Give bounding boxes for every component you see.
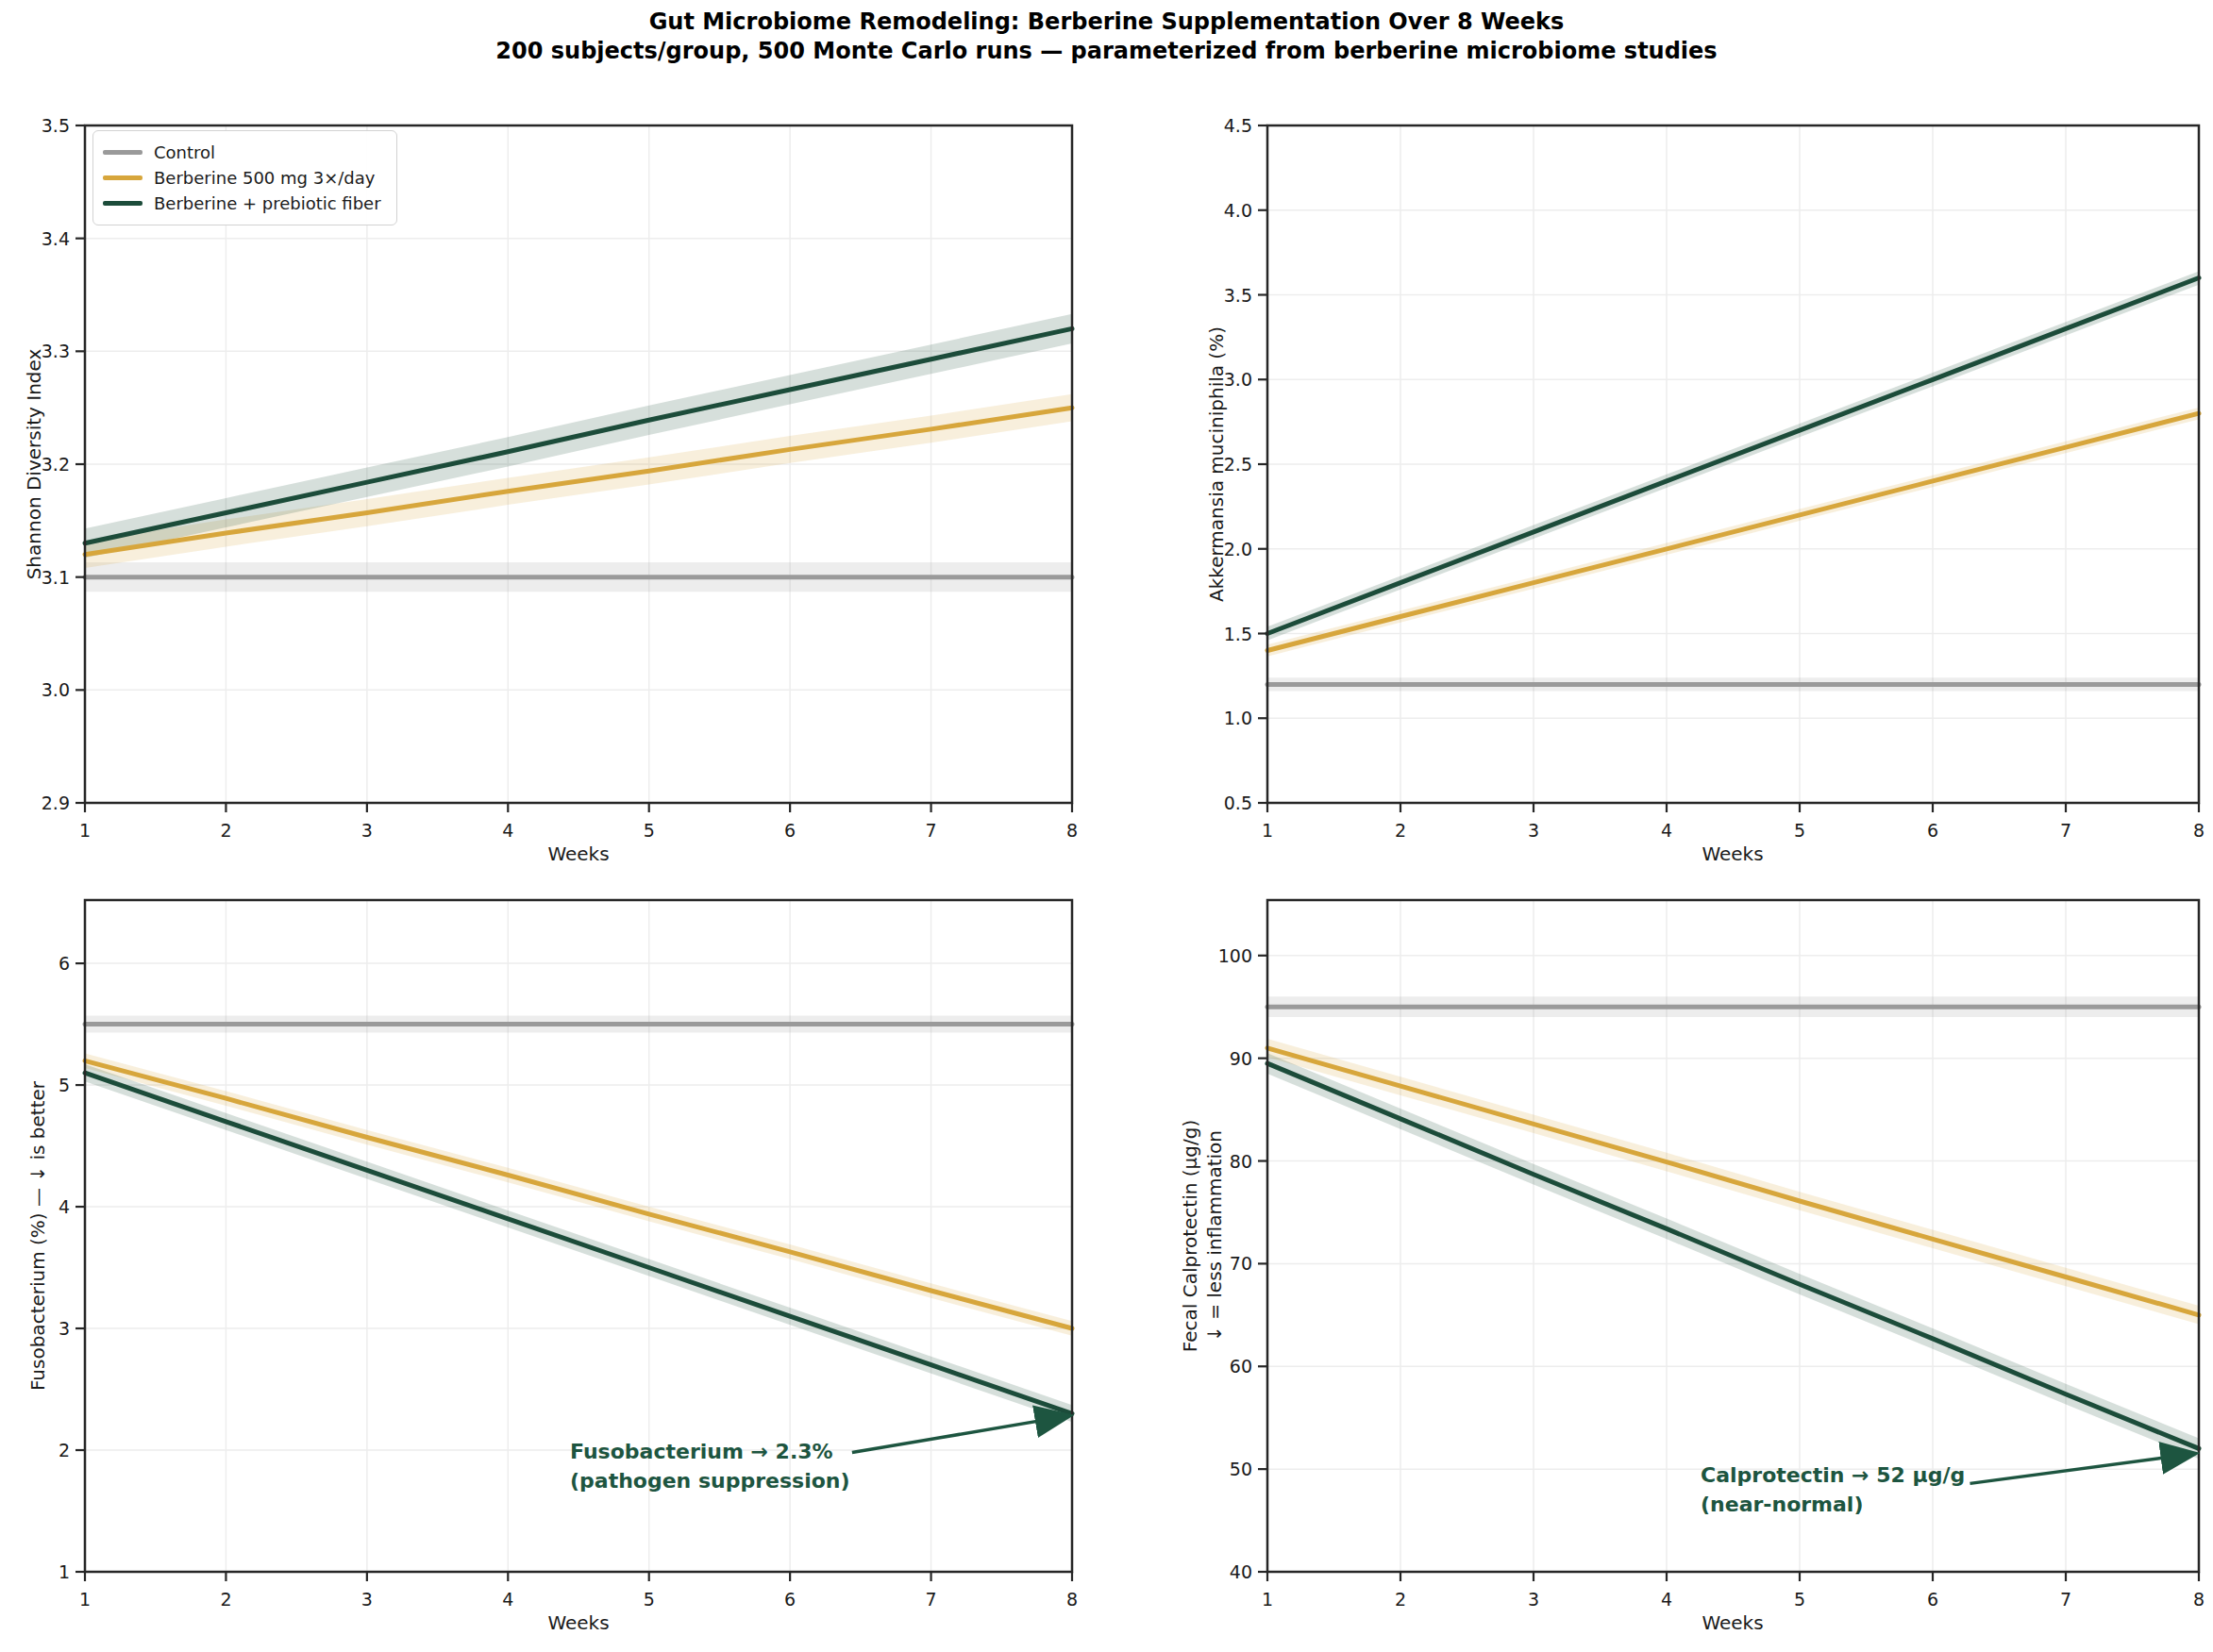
y-tick-label: 2 bbox=[59, 1440, 70, 1460]
x-tick-label: 7 bbox=[2060, 1589, 2071, 1610]
ylabel-calprotectin-line1: Fecal Calprotectin (µg/g) bbox=[1178, 1120, 1202, 1352]
x-tick-label: 6 bbox=[1927, 820, 1938, 841]
y-tick-label: 1.0 bbox=[1224, 708, 1252, 728]
annotation-calprotectin-line1: Calprotectin → 52 µg/g bbox=[1701, 1460, 1965, 1490]
legend: Control Berberine 500 mg 3×/day Berberin… bbox=[92, 130, 397, 225]
x-tick-label: 1 bbox=[1262, 820, 1273, 841]
berberine-line-swatch bbox=[103, 175, 143, 180]
ylabel-shannon: Shannon Diversity Index bbox=[22, 349, 46, 580]
x-tick-label: 8 bbox=[2193, 820, 2205, 841]
annotation-fusobacterium-line1: Fusobacterium → 2.3% bbox=[570, 1437, 850, 1466]
x-tick-label: 4 bbox=[1661, 1589, 1672, 1610]
x-tick-label: 7 bbox=[2060, 820, 2071, 841]
legend-label-control: Control bbox=[154, 142, 215, 162]
annotation-fusobacterium-line2: (pathogen suppression) bbox=[570, 1466, 850, 1495]
x-tick-label: 5 bbox=[644, 820, 655, 841]
y-tick-label: 80 bbox=[1230, 1151, 1252, 1172]
y-tick-label: 0.5 bbox=[1224, 793, 1252, 813]
x-tick-label: 2 bbox=[1395, 820, 1406, 841]
x-tick-label: 3 bbox=[361, 820, 373, 841]
y-tick-label: 4.5 bbox=[1224, 115, 1252, 136]
legend-label-combo: Berberine + prebiotic fiber bbox=[154, 193, 381, 213]
y-tick-label: 3.5 bbox=[1224, 285, 1252, 306]
legend-label-berberine: Berberine 500 mg 3×/day bbox=[154, 168, 375, 188]
x-tick-label: 5 bbox=[1794, 820, 1805, 841]
y-tick-label: 1 bbox=[59, 1561, 70, 1582]
annotation-fusobacterium: Fusobacterium → 2.3% (pathogen suppressi… bbox=[570, 1437, 850, 1495]
ylabel-fusobacterium: Fusobacterium (%) — ↓ is better bbox=[25, 1081, 50, 1391]
x-tick-label: 7 bbox=[926, 1589, 937, 1610]
x-tick-label: 6 bbox=[784, 1589, 796, 1610]
xlabel-top-right: Weeks bbox=[1702, 843, 1763, 865]
y-tick-label: 60 bbox=[1230, 1356, 1252, 1377]
y-tick-label: 4.0 bbox=[1224, 200, 1252, 221]
x-tick-label: 6 bbox=[784, 820, 796, 841]
legend-item-combo: Berberine + prebiotic fiber bbox=[103, 191, 381, 216]
ylabel-akkermansia: Akkermansia muciniphila (%) bbox=[1204, 326, 1229, 602]
annotation-calprotectin-line2: (near-normal) bbox=[1701, 1490, 1965, 1519]
x-tick-label: 3 bbox=[361, 1589, 373, 1610]
y-tick-label: 3 bbox=[59, 1318, 70, 1339]
y-tick-label: 100 bbox=[1218, 945, 1252, 966]
figure-canvas: Gut Microbiome Remodeling: Berberine Sup… bbox=[0, 0, 2213, 1652]
panel-top-right: 123456780.51.01.52.02.53.03.54.04.5 bbox=[1224, 115, 2205, 841]
x-tick-label: 4 bbox=[502, 1589, 513, 1610]
y-tick-label: 5 bbox=[59, 1075, 70, 1095]
x-tick-label: 8 bbox=[1066, 820, 1078, 841]
legend-item-control: Control bbox=[103, 140, 381, 165]
x-tick-label: 5 bbox=[644, 1589, 655, 1610]
combo-line-swatch bbox=[103, 201, 143, 206]
y-tick-label: 3.5 bbox=[42, 115, 70, 136]
x-tick-label: 2 bbox=[220, 820, 231, 841]
series-line bbox=[1267, 1048, 2199, 1315]
xlabel-top-left: Weeks bbox=[547, 843, 609, 865]
x-tick-label: 2 bbox=[1395, 1589, 1406, 1610]
y-tick-label: 50 bbox=[1230, 1459, 1252, 1479]
y-tick-label: 1.5 bbox=[1224, 624, 1252, 644]
x-tick-label: 4 bbox=[1661, 820, 1672, 841]
xlabel-bottom-left: Weeks bbox=[547, 1611, 609, 1634]
x-tick-label: 6 bbox=[1927, 1589, 1938, 1610]
series-line bbox=[1267, 278, 2199, 634]
y-tick-label: 3.0 bbox=[42, 679, 70, 700]
series-line bbox=[1267, 1063, 2199, 1448]
x-tick-label: 1 bbox=[1262, 1589, 1273, 1610]
control-line-swatch bbox=[103, 150, 143, 155]
y-tick-label: 6 bbox=[59, 953, 70, 974]
x-tick-label: 1 bbox=[79, 820, 91, 841]
y-tick-label: 90 bbox=[1230, 1048, 1252, 1069]
legend-item-berberine: Berberine 500 mg 3×/day bbox=[103, 165, 381, 191]
ylabel-calprotectin-line2: ↓ = less inflammation bbox=[1202, 1120, 1227, 1352]
ylabel-calprotectin: Fecal Calprotectin (µg/g) ↓ = less infla… bbox=[1178, 1120, 1227, 1352]
y-tick-label: 4 bbox=[59, 1196, 70, 1217]
y-tick-label: 2.9 bbox=[42, 793, 70, 813]
x-tick-label: 1 bbox=[79, 1589, 91, 1610]
annotation-arrow bbox=[852, 1416, 1068, 1453]
y-tick-label: 40 bbox=[1230, 1561, 1252, 1582]
x-tick-label: 8 bbox=[1066, 1589, 1078, 1610]
xlabel-bottom-right: Weeks bbox=[1702, 1611, 1763, 1634]
series-line bbox=[85, 1060, 1072, 1328]
series-line bbox=[85, 1073, 1072, 1413]
annotation-calprotectin: Calprotectin → 52 µg/g (near-normal) bbox=[1701, 1460, 1965, 1519]
x-tick-label: 3 bbox=[1528, 820, 1539, 841]
panel-bottom-left: 1 2 3 4 5 6 7 8 1 2 3 4 5 6 bbox=[59, 900, 1078, 1610]
x-tick-label: 3 bbox=[1528, 1589, 1539, 1610]
x-tick-label: 8 bbox=[2193, 1589, 2205, 1610]
y-tick-label: 70 bbox=[1230, 1253, 1252, 1274]
x-tick-label: 7 bbox=[926, 820, 937, 841]
charts-svg: 123456782.93.03.13.23.33.43.5123456780.5… bbox=[0, 0, 2213, 1652]
x-tick-label: 5 bbox=[1794, 1589, 1805, 1610]
y-tick-label: 3.4 bbox=[42, 228, 70, 249]
x-tick-label: 4 bbox=[502, 820, 513, 841]
x-tick-label: 2 bbox=[220, 1589, 231, 1610]
